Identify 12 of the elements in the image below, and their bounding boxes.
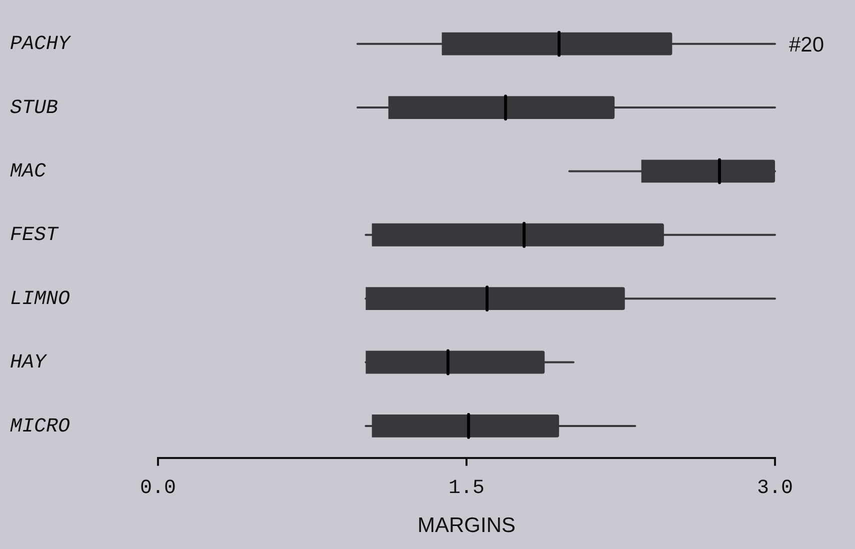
y-tick-label: STUB bbox=[10, 96, 58, 120]
y-tick-label: MICRO bbox=[10, 415, 70, 438]
y-tick-label: MAC bbox=[10, 160, 46, 184]
x-tick-label: 0.0 bbox=[140, 477, 176, 500]
y-tick-label: FEST bbox=[10, 224, 60, 248]
x-tick-label: 1.5 bbox=[448, 477, 485, 500]
x-axis-title: MARGINS bbox=[417, 514, 516, 538]
y-tick-label: PACHY bbox=[10, 33, 72, 56]
x-tick-label: 3.0 bbox=[756, 477, 794, 500]
text: #20 bbox=[789, 34, 824, 57]
y-tick-label: LIMNO bbox=[10, 288, 70, 311]
y-tick-label: HAY bbox=[10, 352, 48, 375]
